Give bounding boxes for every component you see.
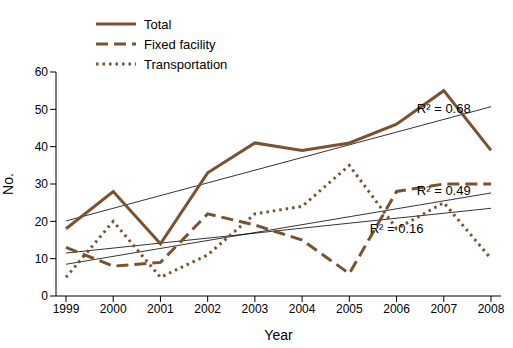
svg-text:R² = 0.68: R² = 0.68: [417, 101, 471, 116]
svg-text:2006: 2006: [383, 302, 410, 316]
html-text:Fixed facility: Fixed facility: [144, 36, 216, 52]
svg-text:40: 40: [35, 140, 49, 154]
svg-text:50: 50: [35, 103, 49, 117]
svg-text:10: 10: [35, 252, 49, 266]
svg-text:2001: 2001: [147, 302, 174, 316]
svg-text:30: 30: [35, 177, 49, 191]
html-text:Total: Total: [144, 16, 172, 32]
svg-text:2008: 2008: [478, 302, 505, 316]
svg-text:1999: 1999: [53, 302, 80, 316]
svg-text:2005: 2005: [336, 302, 363, 316]
svg-text:2003: 2003: [242, 302, 269, 316]
svg-text:2007: 2007: [430, 302, 457, 316]
svg-text:0: 0: [41, 289, 48, 303]
svg-text:R² = 0.16: R² = 0.16: [370, 221, 424, 236]
svg-text:2002: 2002: [194, 302, 221, 316]
svg-text:60: 60: [35, 65, 49, 79]
svg-text:R² = 0.49: R² = 0.49: [417, 183, 471, 198]
svg-text:Year: Year: [264, 327, 293, 343]
html-text:Transportation: Transportation: [144, 56, 228, 72]
svg-text:2000: 2000: [100, 302, 127, 316]
svg-text:No.: No.: [8, 173, 16, 195]
svg-text:2004: 2004: [289, 302, 316, 316]
svg-text:20: 20: [35, 215, 49, 229]
